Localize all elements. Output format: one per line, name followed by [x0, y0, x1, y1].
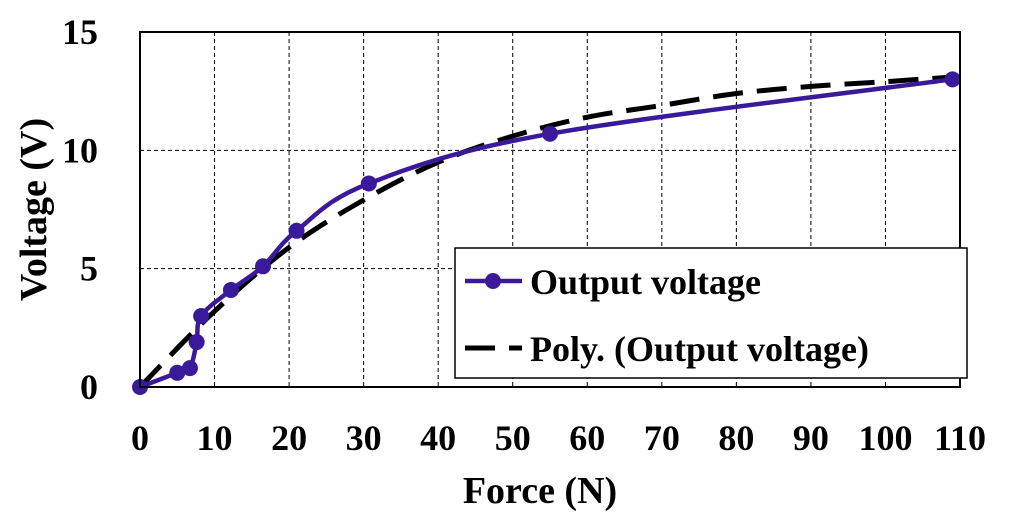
tick-labels: 0 10 20 30 40 50 60 70 80 90 100 110 0 5 10 15 [62, 12, 986, 458]
x-tick-label: 40 [420, 418, 456, 458]
y-tick-label: 10 [62, 130, 98, 170]
x-tick-label: 100 [858, 418, 912, 458]
plot-series [132, 71, 961, 395]
y-tick-label: 5 [80, 249, 98, 289]
legend-marker-output-voltage [485, 273, 501, 289]
x-tick-label: 10 [197, 418, 233, 458]
data-point-output-voltage-6 [255, 258, 271, 275]
x-tick-label: 20 [271, 418, 307, 458]
data-point-output-voltage-8 [360, 175, 377, 192]
legend-label-output-voltage: Output voltage [530, 262, 761, 302]
data-point-output-voltage-4 [193, 308, 210, 324]
x-tick-label: 50 [495, 418, 531, 458]
y-axis-title: Voltage (V) [13, 118, 55, 301]
y-tick-label: 0 [80, 367, 98, 407]
data-point-output-voltage-2 [181, 360, 198, 377]
legend: Output voltage Poly. (Output voltage) [454, 247, 968, 379]
x-axis-title: Force (N) [463, 470, 617, 512]
x-tick-label: 80 [718, 418, 754, 458]
data-point-output-voltage-1 [169, 364, 186, 381]
data-point-output-voltage-5 [222, 281, 239, 298]
x-tick-label: 60 [569, 418, 605, 458]
x-tick-label: 0 [131, 418, 149, 458]
x-tick-label: 70 [644, 418, 680, 458]
x-tick-label: 30 [346, 418, 382, 458]
data-point-output-voltage-9 [542, 125, 558, 142]
data-point-output-voltage-7 [288, 222, 305, 239]
legend-label-poly-trendline: Poly. (Output voltage) [530, 329, 869, 369]
data-point-output-voltage-3 [188, 334, 205, 351]
plot-area-frame [139, 31, 961, 388]
data-point-output-voltage-10 [944, 71, 961, 88]
x-tick-label: 110 [934, 418, 986, 458]
x-tick-label: 90 [793, 418, 829, 458]
series-poly-trendline [138, 74, 953, 389]
legend-box [454, 247, 968, 379]
y-tick-label: 15 [62, 12, 98, 52]
